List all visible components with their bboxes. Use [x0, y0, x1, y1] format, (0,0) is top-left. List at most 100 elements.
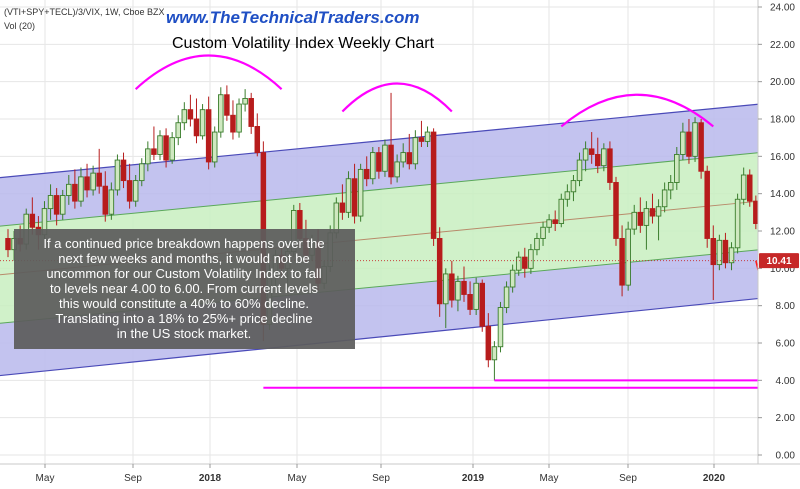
- candle-body: [199, 109, 206, 137]
- candle-up: [78, 167, 84, 207]
- candle-up: [667, 175, 674, 200]
- candle-up: [503, 281, 510, 314]
- y-tick-label: 24.00: [770, 3, 795, 14]
- candle-body: [218, 94, 224, 133]
- candle-body: [564, 191, 571, 200]
- candle-body: [449, 273, 455, 301]
- candle-body: [698, 122, 704, 172]
- candle-body: [224, 94, 230, 116]
- candle-down: [588, 132, 595, 164]
- candle-down: [72, 169, 78, 209]
- y-tick-label: 20.00: [770, 77, 795, 88]
- candle-up: [625, 221, 631, 291]
- channel-line-lower: [0, 297, 759, 377]
- candle-body: [5, 238, 11, 251]
- x-tick-label: Sep: [372, 473, 390, 484]
- candle-down: [388, 92, 394, 185]
- candle-body: [643, 208, 650, 226]
- candle-down: [193, 98, 200, 144]
- annotation-line: uncommon for our Custom Volatility Index…: [46, 266, 321, 281]
- candle-body: [637, 211, 644, 226]
- candle-body: [114, 159, 121, 191]
- candle-body: [47, 195, 54, 210]
- candle-body: [491, 346, 498, 361]
- candle-body: [108, 189, 115, 215]
- candle-up: [674, 147, 680, 190]
- candle-up: [211, 126, 218, 168]
- candle-down: [351, 163, 358, 224]
- candle-down: [607, 141, 613, 190]
- candle-down: [479, 279, 485, 332]
- candle-down: [363, 156, 370, 187]
- candle-up: [558, 193, 565, 228]
- candle-body: [102, 185, 109, 215]
- candle-up: [455, 275, 461, 312]
- candle-up: [643, 201, 650, 250]
- candle-body: [66, 183, 72, 196]
- candle-down: [637, 197, 644, 233]
- candle-body: [528, 249, 534, 269]
- candle-body: [595, 154, 601, 167]
- candle-up: [345, 171, 352, 218]
- candle-body: [558, 198, 565, 224]
- y-axis-panel[interactable]: [758, 0, 800, 464]
- candle-body: [72, 183, 78, 202]
- candle-down: [205, 96, 212, 170]
- candle-body: [248, 98, 254, 127]
- candle-up: [242, 89, 248, 112]
- candle-down: [449, 260, 455, 308]
- candle-up: [528, 244, 534, 274]
- candle-up: [114, 154, 121, 196]
- candle-up: [443, 268, 449, 329]
- candle-body: [631, 211, 637, 230]
- candle-down: [29, 197, 36, 235]
- x-axis-panel[interactable]: [0, 464, 800, 489]
- candle-body: [254, 126, 261, 154]
- annotation-line: next few weeks and months, it would not …: [58, 251, 309, 266]
- candle-body: [655, 206, 662, 217]
- candle-up: [175, 115, 181, 146]
- candle-up: [631, 204, 637, 235]
- candle-body: [509, 269, 516, 288]
- candle-body: [467, 294, 473, 310]
- candle-up: [655, 199, 662, 241]
- top-arc: [341, 82, 453, 113]
- candle-body: [376, 152, 382, 172]
- candle-down: [595, 137, 601, 174]
- candle-body: [680, 131, 686, 155]
- candle-down: [53, 188, 60, 226]
- candle-body: [704, 170, 710, 239]
- candle-up: [582, 141, 589, 172]
- candle-up: [90, 165, 96, 196]
- x-tick-label: Sep: [619, 473, 637, 484]
- y-tick-label: 12.00: [770, 227, 795, 238]
- candle-body: [96, 172, 102, 187]
- candle-down: [376, 147, 382, 179]
- candle-up: [661, 182, 668, 213]
- candle-body: [242, 98, 248, 105]
- annotation-box: If a continued price breakdown happens o…: [14, 229, 355, 349]
- candle-up: [400, 143, 406, 168]
- candle-body: [546, 219, 552, 228]
- y-tick-label: 14.00: [770, 189, 795, 200]
- candle-up: [157, 130, 163, 161]
- candle-up: [540, 221, 546, 246]
- candle-down: [698, 119, 704, 179]
- candle-down: [467, 281, 473, 315]
- candle-up: [394, 154, 400, 183]
- candle-up: [740, 167, 747, 205]
- candle-body: [576, 159, 583, 182]
- candle-body: [552, 219, 558, 224]
- y-tick-label: 8.00: [776, 301, 796, 312]
- candle-down: [686, 119, 692, 164]
- candle-up: [546, 214, 552, 233]
- annotation-line: to levels near 4.00 to 6.00. From curren…: [50, 281, 319, 296]
- candle-up: [412, 130, 419, 170]
- candle-up: [370, 147, 376, 185]
- candle-up: [47, 184, 54, 220]
- candle-body: [661, 189, 668, 208]
- candle-body: [29, 213, 36, 228]
- candle-up: [728, 242, 735, 271]
- candle-down: [436, 227, 443, 317]
